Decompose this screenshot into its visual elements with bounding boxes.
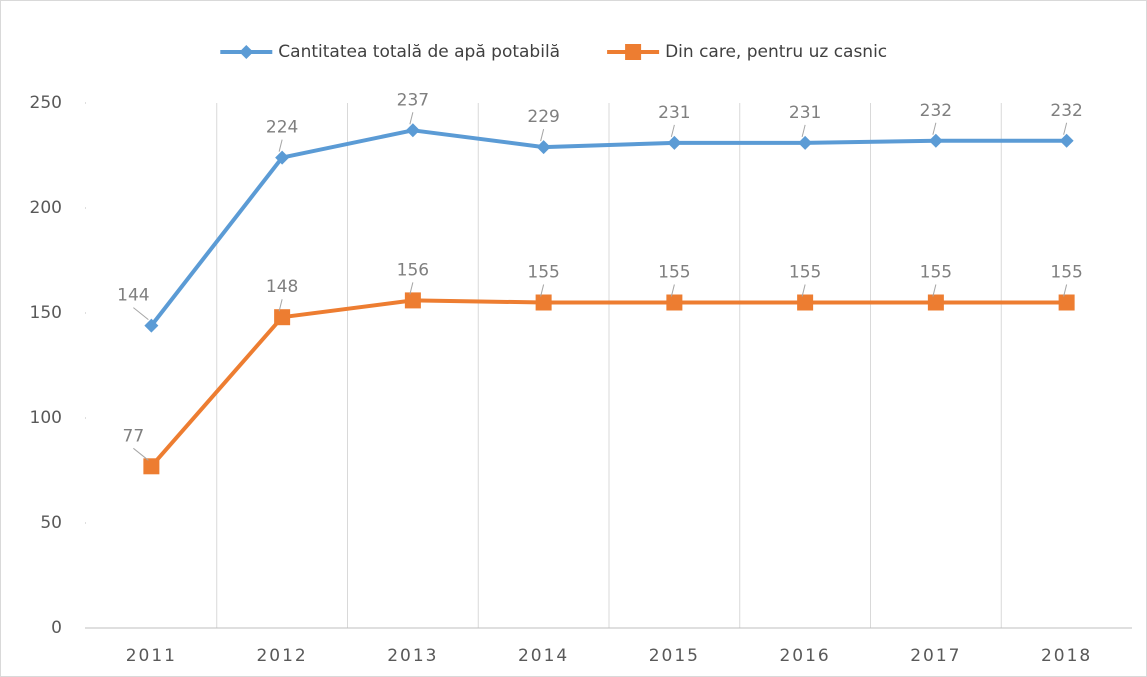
data-label: 231	[658, 103, 690, 123]
label-leader	[409, 112, 414, 125]
data-label: 155	[527, 263, 559, 283]
data-label: 155	[1050, 263, 1082, 283]
label-leader	[133, 307, 149, 320]
point-marker	[1058, 294, 1075, 311]
label-leader	[409, 282, 414, 295]
series-line	[149, 298, 1067, 468]
y-tick-label: 100	[30, 408, 62, 428]
label-leader	[278, 139, 283, 152]
point-marker	[1059, 133, 1074, 148]
y-tick-label: 250	[30, 93, 62, 113]
data-label: 148	[266, 277, 298, 297]
label-leader	[932, 284, 937, 297]
point-marker	[928, 133, 943, 148]
y-tick-label: 0	[51, 618, 62, 638]
label-leader	[801, 284, 806, 297]
data-label: 232	[920, 101, 952, 121]
legend-marker	[625, 44, 642, 60]
data-label: 232	[1050, 101, 1082, 121]
y-tick-label: 150	[30, 303, 62, 323]
x-tick-label: 2013	[387, 646, 438, 666]
point-marker	[667, 135, 682, 150]
data-label: 224	[266, 118, 298, 138]
point-marker	[405, 123, 420, 138]
x-tick-label: 2015	[649, 646, 700, 666]
point-marker	[275, 150, 290, 165]
series-line	[149, 128, 1067, 327]
x-tick-label: 2018	[1041, 646, 1092, 666]
label-leader	[801, 124, 806, 138]
point-marker	[143, 458, 160, 475]
data-label: 155	[789, 263, 821, 283]
y-tick-label: 200	[30, 198, 62, 218]
data-label: 77	[123, 426, 145, 446]
x-tick-label: 2017	[910, 646, 961, 666]
data-label: 237	[397, 90, 429, 110]
label-leader	[670, 284, 675, 297]
y-tick-label: 50	[40, 513, 62, 533]
point-marker	[404, 292, 421, 309]
legend-label: Din care, pentru uz casnic	[665, 42, 887, 62]
legend-marker	[239, 45, 254, 59]
x-tick-label: 2016	[779, 646, 830, 666]
data-label: 229	[527, 107, 559, 127]
legend-label: Cantitatea totală de apă potabilă	[278, 42, 560, 62]
x-tick-label: 2011	[126, 646, 177, 666]
label-leader	[278, 299, 283, 312]
label-leader	[1063, 122, 1068, 135]
data-label: 156	[397, 260, 429, 280]
data-label: 155	[658, 263, 690, 283]
point-marker	[927, 294, 944, 311]
point-marker	[535, 294, 552, 311]
x-tick-label: 2014	[518, 646, 569, 666]
point-marker	[666, 294, 683, 311]
point-marker	[797, 294, 814, 311]
data-label: 155	[920, 263, 952, 283]
data-label: 231	[789, 103, 821, 123]
point-marker	[144, 318, 159, 333]
point-marker	[274, 309, 291, 326]
label-leader	[670, 124, 675, 138]
label-leader	[133, 447, 149, 461]
label-leader	[1063, 284, 1068, 297]
label-leader	[540, 128, 545, 142]
point-marker	[536, 140, 551, 155]
label-leader	[932, 122, 937, 135]
label-leader	[540, 284, 545, 297]
x-tick-label: 2012	[256, 646, 307, 666]
point-marker	[798, 135, 813, 150]
data-label: 144	[117, 286, 149, 306]
